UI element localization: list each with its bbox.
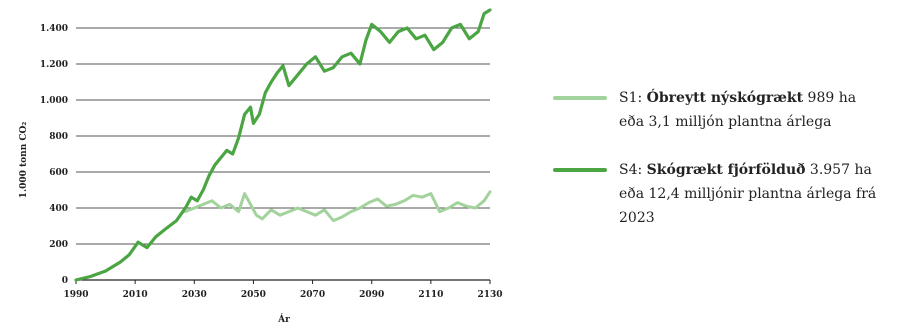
x-tick-label: 2050	[241, 290, 266, 300]
x-axis-title: Ár	[277, 313, 290, 325]
x-tick-label: 2030	[182, 290, 207, 300]
y-tick-label: 400	[49, 204, 68, 214]
legend-series-name-s4: Skógrækt fjórfölduð	[646, 162, 806, 178]
x-tick-label: 2070	[300, 290, 325, 300]
y-axis-ticks: 0 200 400 600 800 1.000 1.200 1.400	[40, 24, 68, 286]
x-tick-label: 1990	[63, 290, 88, 300]
series-line-s4	[74, 8, 492, 282]
legend-detail-s4: eða 12,4 milljónir plantna árlega frá 20…	[619, 186, 877, 226]
chart-gridlines	[76, 27, 490, 245]
legend-prefix-s4: S4:	[619, 162, 647, 178]
legend-detail-s1: eða 3,1 milljón plantna árlega	[619, 114, 832, 130]
legend-series-name-s1: Óbreytt nýskógrækt	[646, 90, 804, 106]
legend-swatch-s1	[553, 96, 607, 100]
y-tick-label: 200	[49, 240, 68, 250]
legend-text-s4: S4: Skógrækt fjórfölduð 3.957 ha eða 12,…	[619, 158, 891, 230]
y-tick-label: 600	[49, 168, 68, 178]
legend-swatch-s4	[553, 168, 607, 172]
y-tick-label: 1.400	[40, 24, 68, 34]
x-tick-label: 2010	[123, 290, 148, 300]
y-tick-label: 800	[49, 132, 68, 142]
x-tick-label: 2130	[477, 290, 502, 300]
series-line-s1	[183, 190, 492, 223]
y-tick-label: 0	[62, 276, 68, 286]
y-tick-label: 1.000	[40, 96, 68, 106]
legend-prefix-s1: S1:	[619, 90, 647, 106]
legend-area-s4: 3.957 ha	[805, 162, 872, 178]
y-axis-title: 1.000 tonn CO₂	[19, 122, 29, 199]
x-tick-label: 2110	[418, 290, 443, 300]
legend-area-s1: 989 ha	[803, 90, 857, 106]
legend-text-s1: S1: Óbreytt nýskógrækt 989 ha eða 3,1 mi…	[619, 86, 891, 134]
x-tick-label: 2090	[359, 290, 384, 300]
y-tick-label: 1.200	[40, 60, 68, 70]
x-axis-ticks: 1990 2010 2030 2050 2070 2090 2110 2130	[63, 280, 503, 300]
chart-series	[74, 8, 492, 282]
